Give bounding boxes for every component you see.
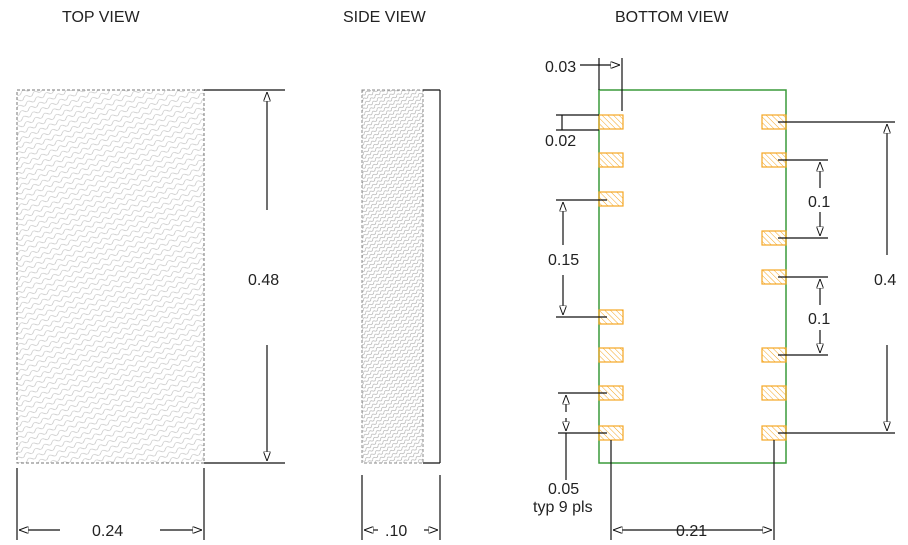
pad	[598, 191, 624, 207]
pad-span-dim: 0.4	[874, 272, 896, 289]
top-height-dim: 0.48	[248, 272, 279, 289]
side-width-dim: .10	[385, 523, 407, 540]
side-view: .10	[361, 89, 441, 540]
pad-pitch-right-1-dim: 0.1	[808, 194, 830, 211]
top-width-dim: 0.24	[92, 523, 123, 540]
pad	[598, 114, 624, 130]
bottom-view-title: BOTTOM VIEW	[615, 9, 729, 26]
pad	[598, 152, 624, 168]
package-outline	[598, 89, 787, 464]
pitch-dim: 0.05	[548, 481, 579, 498]
pad-column-span-dim: 0.21	[676, 523, 707, 540]
top-view-title: TOP VIEW	[62, 9, 141, 26]
pads	[598, 114, 787, 441]
bottom-view: 0.03 0.02 0.15 0.05 typ 9 pls 0.21 0.1	[533, 58, 896, 540]
side-view-title: SIDE VIEW	[343, 9, 427, 26]
top-view: 0.48 0.24	[16, 89, 285, 540]
pad-offset-dim: 0.03	[545, 59, 576, 76]
pad-height-dim: 0.02	[545, 133, 576, 150]
pad-gap-left-dim: 0.15	[548, 252, 579, 269]
pitch-note: typ 9 pls	[533, 499, 593, 516]
pad	[598, 347, 624, 363]
pad	[761, 385, 787, 401]
pad-pitch-right-2-dim: 0.1	[808, 311, 830, 328]
